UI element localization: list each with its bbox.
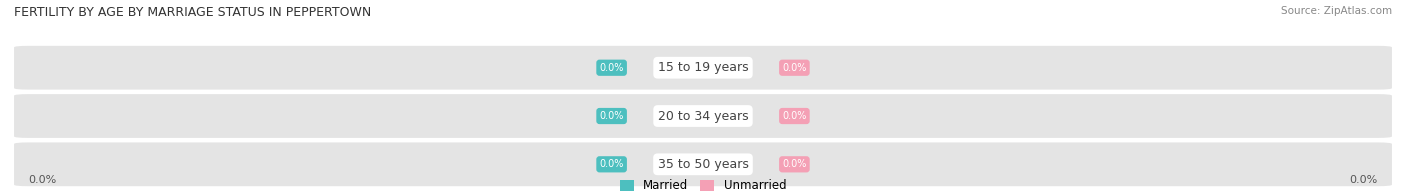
Text: 0.0%: 0.0% <box>782 111 807 121</box>
Text: 0.0%: 0.0% <box>599 159 624 169</box>
Text: 35 to 50 years: 35 to 50 years <box>658 158 748 171</box>
Text: 0.0%: 0.0% <box>599 111 624 121</box>
FancyBboxPatch shape <box>14 46 1392 90</box>
Text: Source: ZipAtlas.com: Source: ZipAtlas.com <box>1281 6 1392 16</box>
Text: 0.0%: 0.0% <box>28 175 56 185</box>
FancyBboxPatch shape <box>14 142 1392 186</box>
FancyBboxPatch shape <box>14 94 1392 138</box>
Text: 0.0%: 0.0% <box>1350 175 1378 185</box>
Legend: Married, Unmarried: Married, Unmarried <box>620 179 786 192</box>
Text: 0.0%: 0.0% <box>782 159 807 169</box>
Text: 20 to 34 years: 20 to 34 years <box>658 110 748 122</box>
Text: 15 to 19 years: 15 to 19 years <box>658 61 748 74</box>
Text: 0.0%: 0.0% <box>782 63 807 73</box>
Text: 0.0%: 0.0% <box>599 63 624 73</box>
Text: FERTILITY BY AGE BY MARRIAGE STATUS IN PEPPERTOWN: FERTILITY BY AGE BY MARRIAGE STATUS IN P… <box>14 6 371 19</box>
